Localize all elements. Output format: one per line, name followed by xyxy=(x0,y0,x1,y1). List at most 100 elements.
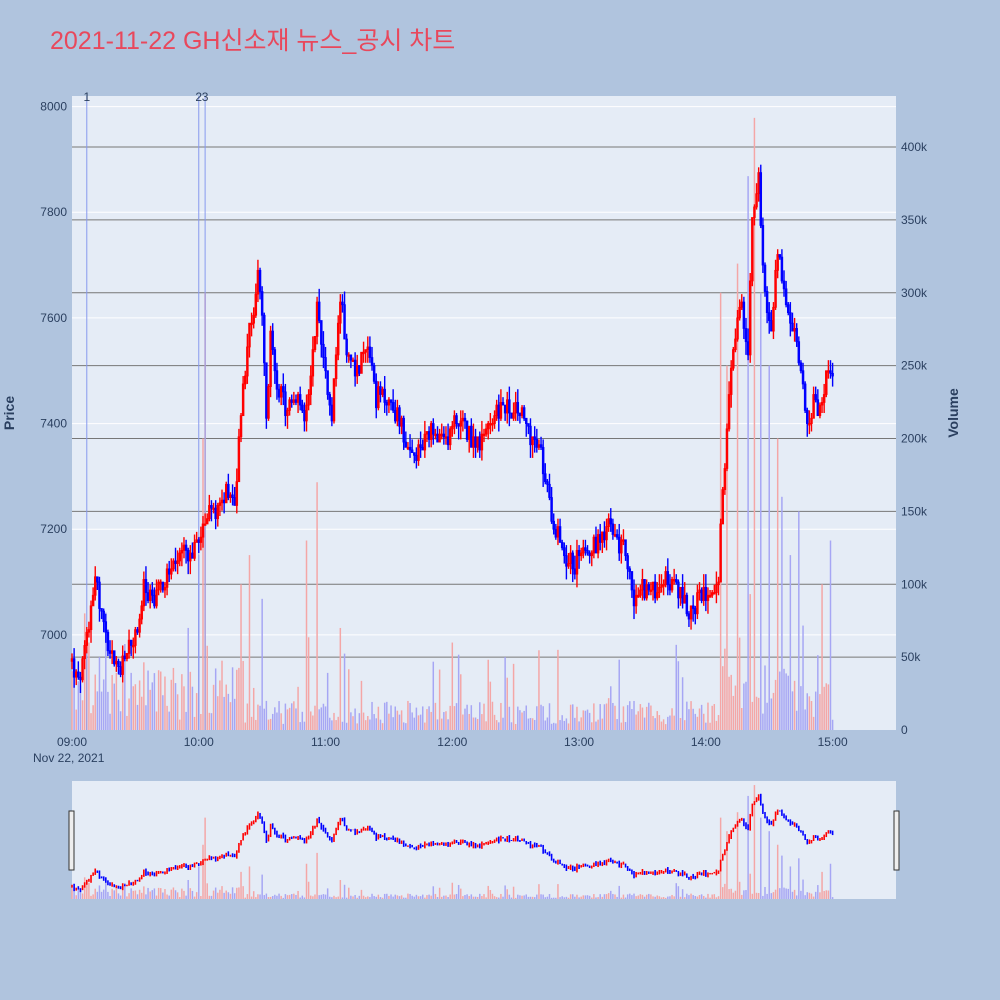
candle-body xyxy=(366,346,370,351)
volume-bar xyxy=(335,720,337,730)
volume-bar xyxy=(519,710,521,730)
candle-body xyxy=(546,481,549,485)
candle-body xyxy=(353,359,357,377)
volume-bar xyxy=(236,669,238,730)
mini-volume-bar xyxy=(698,894,701,899)
volume-bar xyxy=(817,655,819,730)
volume-tick-label: 250k xyxy=(901,359,928,373)
volume-bar xyxy=(278,701,280,730)
volume-bar xyxy=(542,706,544,730)
mini-volume-bar xyxy=(555,897,557,899)
candle-body xyxy=(222,499,226,504)
candle-body xyxy=(664,571,667,586)
volume-bar xyxy=(147,670,149,730)
candle-body xyxy=(672,579,676,582)
volume-bar xyxy=(648,702,650,730)
mini-volume-bar xyxy=(798,858,800,899)
volume-bar xyxy=(280,713,282,730)
volume-axis-ticks: 0 50k 100k 150k 200k 250k 300k 350k 400k xyxy=(901,140,928,737)
candle-body xyxy=(550,497,553,522)
range-slider[interactable] xyxy=(68,781,900,899)
volume-bar xyxy=(673,715,675,730)
candle-body xyxy=(666,571,670,586)
candle-body xyxy=(508,399,511,414)
candle-body xyxy=(286,409,289,417)
candle-body xyxy=(214,507,217,520)
volume-bar xyxy=(322,703,325,730)
mini-volume-bar xyxy=(413,896,416,899)
candle-body xyxy=(70,658,74,662)
candle-body xyxy=(161,581,165,591)
price-axis-ticks: 7000 7200 7400 7600 7800 8000 xyxy=(40,100,67,642)
mini-volume-bar xyxy=(677,886,680,899)
candle-body xyxy=(309,375,312,395)
candle-body xyxy=(780,256,784,282)
volume-bar xyxy=(696,716,699,730)
volume-bar xyxy=(698,708,701,730)
mini-volume-bar xyxy=(812,896,815,899)
mini-volume-bar xyxy=(162,892,164,899)
candle-body xyxy=(413,452,416,456)
candle-body xyxy=(129,639,133,646)
volume-bar xyxy=(504,657,506,730)
mini-volume-bar xyxy=(483,894,485,899)
candle-body xyxy=(748,280,752,356)
candle-body xyxy=(113,650,116,665)
candle-body xyxy=(681,586,684,604)
candle-body xyxy=(533,436,536,440)
volume-bar xyxy=(764,665,766,730)
volume-tick-label: 300k xyxy=(901,286,928,300)
candle-body xyxy=(537,444,541,448)
mini-volume-bar xyxy=(132,890,135,899)
mini-volume-bar xyxy=(485,897,487,899)
mini-volume-bar xyxy=(204,817,206,899)
volume-tick-label: 400k xyxy=(901,140,928,154)
range-slider-right-handle[interactable] xyxy=(893,810,900,871)
candle-body xyxy=(100,608,103,612)
candle-body xyxy=(134,629,137,646)
candle-body xyxy=(358,365,361,374)
mini-volume-bar xyxy=(217,892,219,899)
mini-volume-bar xyxy=(238,887,240,899)
candle-body xyxy=(410,449,414,454)
candle-body xyxy=(317,301,321,321)
mini-volume-bar xyxy=(436,897,439,899)
volume-bar xyxy=(157,670,160,730)
volume-bar xyxy=(772,692,775,730)
mini-volume-bar xyxy=(783,887,785,899)
volume-bar xyxy=(768,365,770,730)
candle-body xyxy=(415,454,418,461)
candle-body xyxy=(816,399,820,417)
mini-volume-bar xyxy=(157,887,160,899)
volume-bar xyxy=(274,707,276,730)
volume-bar xyxy=(493,714,496,730)
mini-volume-bar xyxy=(732,892,735,899)
mini-volume-bar xyxy=(282,897,285,899)
candle-body xyxy=(157,581,160,591)
volume-bar xyxy=(584,710,587,730)
mini-volume-bar xyxy=(593,894,595,899)
candle-body xyxy=(307,394,310,406)
candle-body xyxy=(434,433,437,437)
mini-volume-bar xyxy=(305,863,308,899)
candle-body xyxy=(233,497,236,506)
candle-body xyxy=(653,581,657,599)
candle-body xyxy=(831,372,834,377)
candle-body xyxy=(710,592,714,596)
candle-body xyxy=(603,531,606,541)
volume-bar xyxy=(100,691,103,730)
candle-body xyxy=(503,404,507,414)
mini-volume-bar xyxy=(550,897,553,899)
candle-body xyxy=(360,351,363,374)
candle-body xyxy=(529,425,532,446)
mini-volume-bar xyxy=(242,886,244,899)
volume-bar xyxy=(415,707,418,730)
range-slider-left-handle[interactable] xyxy=(68,810,75,871)
mini-volume-bar xyxy=(236,887,238,899)
candle-body xyxy=(258,269,262,292)
candle-body xyxy=(167,568,171,575)
mini-volume-bar xyxy=(100,891,103,899)
volume-bar xyxy=(472,717,475,730)
volume-bar xyxy=(645,706,648,730)
